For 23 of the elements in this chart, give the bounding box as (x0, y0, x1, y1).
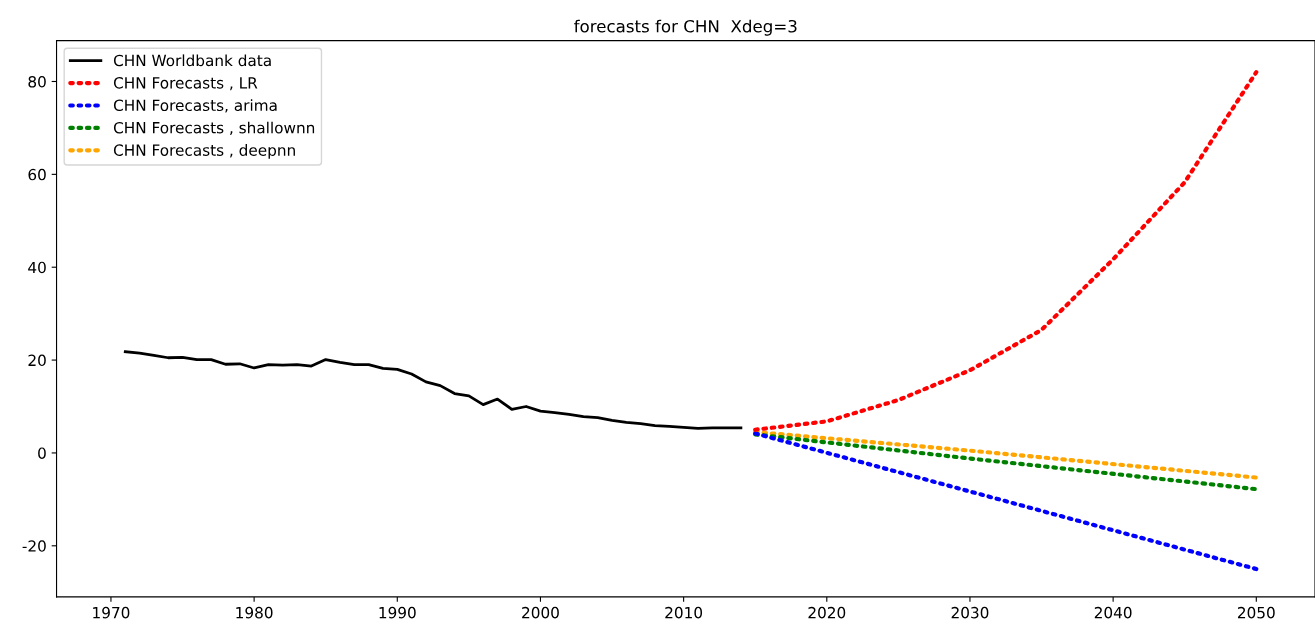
y-tick-label: 0 (38, 447, 46, 459)
chart-title: forecasts for CHN Xdeg=3 (574, 19, 797, 36)
y-tick-label: 80 (28, 75, 46, 88)
y-tick-label: 60 (28, 168, 46, 181)
legend-label: CHN Forecasts, arima (113, 99, 277, 113)
line-series (753, 70, 1259, 432)
x-tick-label: 1980 (236, 606, 273, 619)
x-tick-label: 1990 (379, 606, 416, 619)
legend-label: CHN Forecasts , shallownn (113, 121, 315, 136)
x-tick-label: 2050 (1237, 606, 1275, 619)
x-tick-label: 1970 (93, 606, 130, 619)
x-tick-label: 2020 (808, 606, 846, 619)
x-tick-label: 2040 (1094, 606, 1132, 619)
x-tick-label: 2000 (522, 606, 559, 619)
y-tick-label: 40 (28, 261, 46, 274)
legend-label: CHN Worldbank data (113, 54, 271, 67)
x-tick-label: 2030 (951, 606, 989, 619)
legend-label: CHN Forecasts , LR (113, 77, 258, 91)
legend-label: CHN Forecasts , deepnn (113, 144, 295, 159)
y-tick-label: 20 (28, 354, 46, 367)
x-tick-label: 2010 (665, 606, 703, 619)
y-tick-label: -20 (22, 540, 46, 552)
line-series (123, 350, 743, 430)
